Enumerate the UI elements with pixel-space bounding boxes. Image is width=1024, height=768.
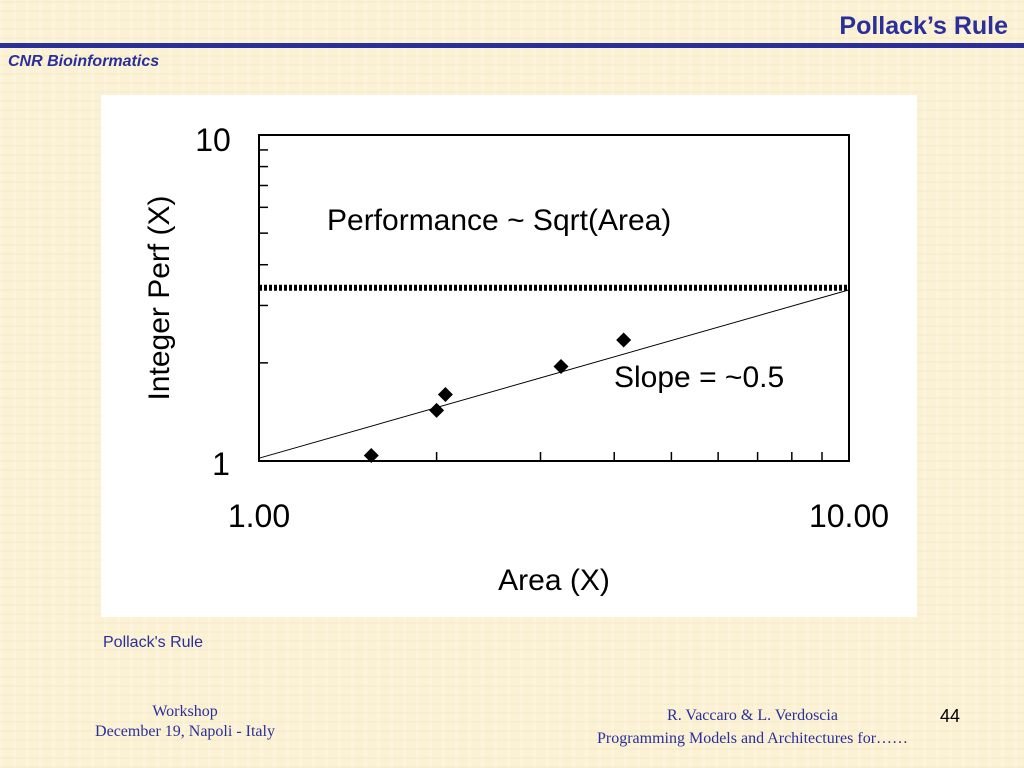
data-point <box>437 386 453 402</box>
figure-caption: Pollack's Rule <box>103 634 203 651</box>
title-divider <box>0 43 1024 48</box>
y-axis-label: Integer Perf (X) <box>143 195 176 400</box>
data-point <box>363 447 379 463</box>
chart-figure: 1 10 1.00 10.00 Area (X) Integer Perf (X) Perf… <box>101 95 917 617</box>
y-tick-label: 10 <box>195 122 231 158</box>
page-number: 44 <box>940 706 961 726</box>
x-axis-label: Area (X) <box>498 564 610 597</box>
footer-right: R. Vaccaro & L. Verdoscia Programming Mo… <box>550 704 955 750</box>
x-tick-label: 1.00 <box>228 498 290 534</box>
plot-frame <box>258 134 850 462</box>
fit-line <box>258 289 850 459</box>
annotation-performance: Performance ~ Sqrt(Area) <box>327 204 671 237</box>
footer-document-title: Programming Models and Architectures for… <box>596 730 909 747</box>
x-tick-label: 10.00 <box>809 498 889 534</box>
chart-svg: 1 10 1.00 10.00 Area (X) Integer Perf (X) Perf… <box>143 122 889 597</box>
organization-label: CNR Bioinformatics <box>8 53 160 70</box>
y-tick-label: 1 <box>212 446 230 482</box>
annotation-slope: Slope = ~0.5 <box>614 361 784 394</box>
footer-event: Workshop <box>152 703 218 720</box>
footer-authors: R. Vaccaro & L. Verdoscia <box>667 707 838 724</box>
footer-left: Workshop December 19, Napoli - Italy <box>70 702 300 742</box>
data-point <box>616 332 632 348</box>
data-point <box>429 402 445 418</box>
slide-title: Pollack’s Rule <box>839 12 1008 40</box>
data-point <box>553 358 569 374</box>
footer-date-location: December 19, Napoli - Italy <box>95 723 275 740</box>
